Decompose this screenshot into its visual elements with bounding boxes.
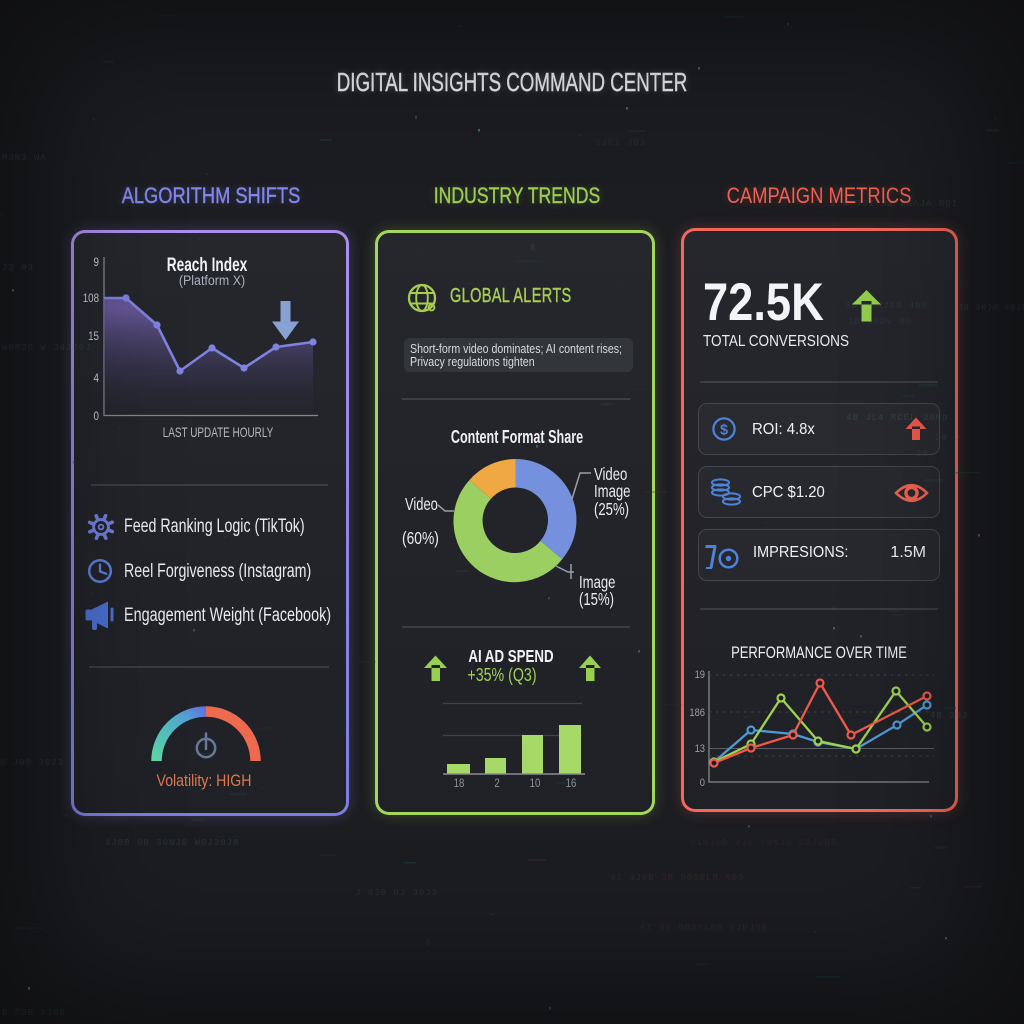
svg-text:J8 3NJ0 80J8: J8 3NJ0 80J8 [958,304,1024,313]
svg-text:3B XDR7XD 4NR: 3B XDR7XD 4NR [845,301,928,311]
svg-text:40 JL4 RCEL 29Np: 40 JL4 RCEL 29Np [846,413,948,423]
svg-text:3: 3 [425,938,431,948]
svg-text:4J0B 08 30NJ0 W0J30JR: 4J0B 08 30NJ0 W0J30JR [105,838,239,848]
svg-text:M3N3 WA: M3N3 WA [2,153,47,163]
svg-text:B P0B 3J85: B P0B 3J85 [2,1008,66,1018]
svg-text:8: 8 [530,243,536,253]
svg-text:4B 30J: 4B 30J [930,711,968,721]
svg-text:W0R30 W J4JJ0J: W0R30 W J4JJ0J [2,343,92,353]
svg-text:1R 30DV RB: 1R 30DV RB [848,317,912,327]
svg-text:810J0B 9J0 50NJ0 C0J2BS: 810J0B 9J0 50NJ0 C0J2BS [690,838,837,848]
svg-text:AT 00 0DSYL0R 9J0JNB: AT 00 0DSYL0R 9J0JNB [640,923,768,933]
svg-text:3J01 J0J: 3J01 J0J [595,138,646,148]
svg-text:30 J: 30 J [935,433,961,443]
svg-text:91 9J0B 3R 9050LR R09: 91 9J0B 3R 9050LR R09 [610,873,744,883]
svg-text:2.4 5JI 8X 8XAJA R01: 2.4 5JI 8X 8XAJA R01 [830,199,958,209]
svg-text:$: $ [720,423,728,439]
svg-text:8 J08 J0J3: 8 J08 J0J3 [0,758,64,768]
svg-text:J 8J0 0J 30J3: J 8J0 0J 30J3 [355,888,438,898]
svg-text:J3 03: J3 03 [2,263,34,273]
